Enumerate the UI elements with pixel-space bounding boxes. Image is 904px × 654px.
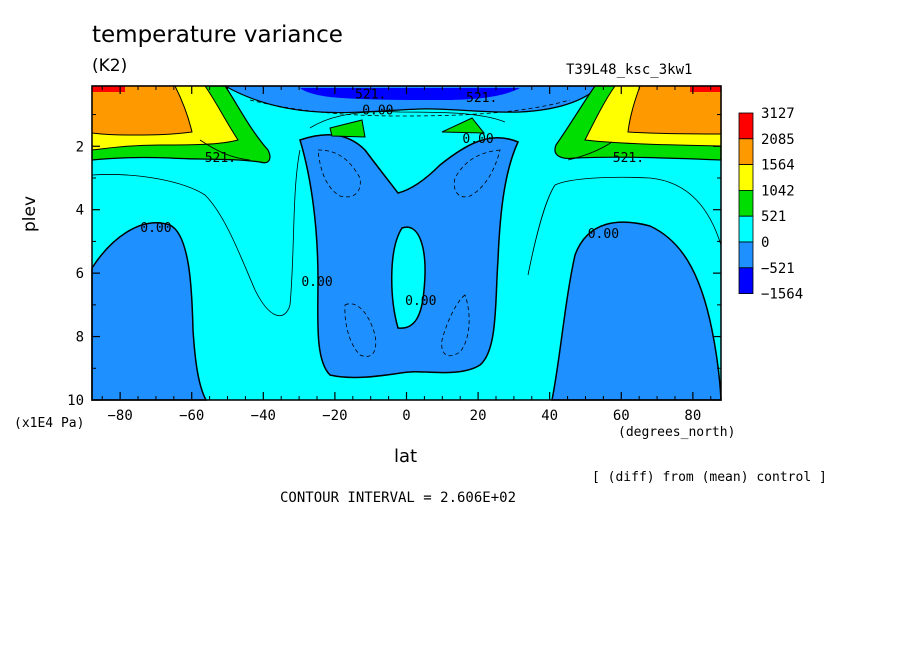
x-tick-label: 40	[541, 408, 558, 424]
x-tick-label: −80	[107, 408, 132, 424]
x-tick-label: −20	[322, 408, 347, 424]
contour-line	[249, 99, 571, 117]
colorbar-level-label: 3127	[761, 106, 795, 122]
colorbar-swatch	[738, 138, 754, 166]
positive-hole-center	[390, 226, 426, 329]
contour-line	[199, 139, 251, 161]
contour-line	[441, 294, 470, 357]
contour-label: 521.	[613, 151, 644, 166]
contour-line	[91, 149, 301, 317]
y-tick-label: 10	[67, 393, 84, 409]
contour-label: 0.00	[301, 275, 332, 290]
contour-lines	[91, 99, 722, 357]
y-tick-label: 2	[76, 139, 84, 155]
run-label: T39L48_ksc_3kw1	[566, 62, 693, 78]
contour-line	[567, 141, 613, 161]
colorbar: 3127 2085 1564 1042 521 0 −521 −1564	[738, 106, 803, 303]
contour-label: 0.00	[405, 294, 436, 309]
x-tick-label: 0	[402, 408, 410, 424]
axes: −80 −60 −40 −20 0 20 40 60 80 2 4 6 8 10	[67, 86, 721, 424]
contour-label: 0.00	[588, 227, 619, 242]
chart-title: temperature variance	[92, 22, 343, 48]
contour-label: 521.	[355, 88, 386, 103]
contour-labels: 521. 521.521. 521.0.000.000.000.000.000.00	[140, 88, 644, 309]
y-tick-label: 8	[76, 330, 84, 346]
colorbar-level-label: −521	[761, 261, 795, 277]
y-tick-label: 4	[76, 203, 84, 219]
contour-line	[527, 176, 722, 276]
contour-label: 0.00	[362, 104, 393, 119]
x-tick-label: −40	[251, 408, 276, 424]
negative-region-right	[551, 221, 722, 401]
x-tick-label: 60	[613, 408, 630, 424]
positive-right-1564	[627, 85, 722, 135]
contour-line	[344, 303, 377, 357]
contour-interval: CONTOUR INTERVAL = 2.606E+02	[280, 490, 517, 506]
positive-patch-left	[329, 119, 366, 138]
x-axis-label: lat	[394, 446, 418, 467]
colorbar-swatch	[738, 215, 754, 243]
contour-label: 0.00	[462, 132, 493, 147]
colorbar-swatch	[738, 267, 754, 294]
diff-note: [ (diff) from (mean) control ]	[592, 470, 827, 485]
x-tick-label: 20	[470, 408, 487, 424]
contour-line	[309, 111, 506, 129]
colorbar-level-label: 0	[761, 235, 769, 251]
contour-line	[453, 149, 501, 198]
positive-right-2085	[690, 86, 721, 92]
strong-negative-top	[300, 88, 520, 100]
colorbar-level-label: 1042	[761, 183, 795, 199]
colorbar-level-label: 1564	[761, 158, 795, 174]
colorbar-swatch	[738, 112, 754, 140]
y-axis-units: (x1E4 Pa)	[14, 416, 85, 431]
contour-label: 521.	[466, 91, 497, 106]
contour-label: 521.	[205, 151, 236, 166]
x-tick-label: −60	[179, 408, 204, 424]
y-tick-label: 6	[76, 266, 84, 282]
positive-left-2085	[92, 86, 125, 92]
colorbar-swatch	[738, 164, 754, 191]
colorbar-level-label: 2085	[761, 132, 795, 148]
positive-patch-right	[441, 117, 486, 134]
colorbar-swatch	[738, 189, 754, 217]
x-tick-label: 80	[684, 408, 701, 424]
positive-left-1564	[91, 85, 193, 136]
x-axis-units: (degrees_north)	[618, 425, 736, 440]
colorbar-level-label: −1564	[761, 287, 803, 303]
colorbar-level-label: 521	[761, 209, 786, 225]
contour-label: 0.00	[140, 221, 171, 236]
colorbar-swatch	[738, 241, 754, 269]
chart-units: (K2)	[92, 56, 128, 76]
negative-region-left	[91, 222, 208, 401]
filled-contours	[91, 85, 722, 401]
